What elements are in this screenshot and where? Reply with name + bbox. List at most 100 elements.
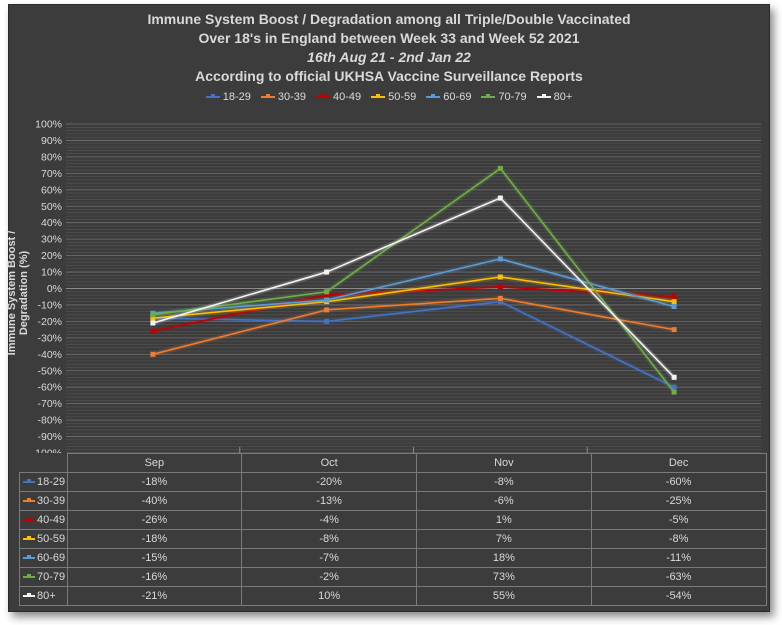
y-axis-label: Immune System Boost / Degradation (%) <box>6 230 30 356</box>
data-table: Sep Oct Nov Dec 18-29 -18% -20% -8% -60% 30-39 -40… <box>19 453 767 606</box>
y-tick-label: 40% <box>41 217 62 229</box>
table-row: 80+ -21% 10% 55% -54% <box>19 586 767 606</box>
data-point-s-4049 <box>324 292 330 298</box>
y-tick-label: 100% <box>35 119 62 131</box>
series-line-s-5059 <box>152 276 675 319</box>
data-point-s-80 <box>324 269 330 275</box>
legend-swatch <box>481 94 496 98</box>
legend-swatch <box>536 94 551 98</box>
table-cell: 55% <box>416 586 592 606</box>
legend-label: 70-79 <box>498 91 527 103</box>
data-point-s-4049 <box>150 328 156 334</box>
table-cell: -13% <box>241 491 417 511</box>
data-point-s-6069 <box>324 297 330 303</box>
data-point-s-6069 <box>497 256 503 262</box>
data-point-s-7079 <box>150 312 156 318</box>
data-point-s-7079 <box>324 289 330 295</box>
y-tick-label: 90% <box>41 135 62 147</box>
table-row: 30-39 -40% -13% -6% -25% <box>19 491 767 511</box>
data-point-s-1829 <box>497 299 503 305</box>
legend-item: 30-39 <box>260 91 307 103</box>
legend-swatch <box>205 94 220 98</box>
table-cell: -15% <box>66 548 243 568</box>
legend-item: 50-59 <box>371 91 416 103</box>
y-tick-label: -60% <box>37 382 62 394</box>
chart-legend: 18-29 30-39 40-49 50-59 60-69 70-79 80+ <box>9 91 769 103</box>
data-point-s-4049 <box>497 284 503 290</box>
data-point-s-1829 <box>671 384 677 390</box>
table-cell: 18% <box>416 548 592 568</box>
series-line-s-1829 <box>152 300 675 388</box>
table-cell: -60% <box>590 472 767 492</box>
legend-label: 60-69 <box>443 91 472 103</box>
y-tick-label: 50% <box>41 201 62 213</box>
y-tick-label: -50% <box>37 365 62 377</box>
table-cell: -20% <box>241 472 417 492</box>
data-point-s-80 <box>497 195 503 201</box>
table-legend-key <box>23 536 35 541</box>
data-point-s-3039 <box>324 307 330 313</box>
legend-item: 60-69 <box>426 91 471 103</box>
table-row-header: 30-39 <box>19 491 68 511</box>
y-tick-label: -30% <box>37 332 62 344</box>
y-tick-label: 30% <box>41 234 62 246</box>
table-cell: 10% <box>241 586 417 606</box>
x-category-label: Nov <box>416 453 592 473</box>
legend-swatch <box>260 94 275 98</box>
y-tick-label: -40% <box>37 349 62 361</box>
chart-title-line-4: According to official UKHSA Vaccine Surv… <box>195 68 583 84</box>
table-legend-key <box>23 498 35 503</box>
series-line-s-4049 <box>152 286 675 333</box>
chart-frame: Immune System Boost / Degradation among … <box>6 4 770 612</box>
y-tick-label: -10% <box>37 299 62 311</box>
legend-item: 70-79 <box>481 91 527 103</box>
y-tick-label: 20% <box>41 250 62 262</box>
table-cell: 1% <box>416 510 592 530</box>
table-row: 70-79 -16% -2% 73% -63% <box>19 567 767 587</box>
table-row-header: 80+ <box>19 586 68 606</box>
data-point-s-7079 <box>671 389 677 395</box>
table-row: 60-69 -15% -7% 18% -11% <box>19 548 767 568</box>
legend-swatch <box>426 94 441 98</box>
table-row-header: 18-29 <box>19 472 68 492</box>
table-cell: -18% <box>66 529 243 549</box>
table-cell: -5% <box>590 510 767 530</box>
table-cell: -54% <box>590 586 767 606</box>
table-row: 40-49 -26% -4% 1% -5% <box>19 510 767 530</box>
table-legend-key <box>23 517 35 522</box>
line-chart: 100% 90% 80% 70% 60% 50% 40% 30% 20% 10% 0% -10% -20… <box>32 119 761 453</box>
table-cell: -6% <box>416 491 592 511</box>
data-point-s-6069 <box>671 304 677 310</box>
table-cell: -7% <box>241 548 417 568</box>
x-category-label: Sep <box>66 453 243 473</box>
series-line-s-6069 <box>152 258 675 314</box>
chart-title-line-1: Immune System Boost / Degradation among … <box>147 11 631 27</box>
data-point-s-80 <box>671 374 677 380</box>
table-cell: -18% <box>66 472 243 492</box>
chart-title-line-2: Over 18's in England between Week 33 and… <box>198 30 580 46</box>
table-cell: 7% <box>416 529 592 549</box>
legend-label: 30-39 <box>277 91 307 103</box>
data-point-s-7079 <box>497 165 503 171</box>
table-cell: -11% <box>590 548 767 568</box>
data-point-s-5059 <box>497 274 503 280</box>
table-cell: -8% <box>241 529 417 549</box>
table-cell: -21% <box>66 586 243 606</box>
table-legend-key <box>23 574 35 579</box>
table-cell: -4% <box>241 510 417 530</box>
data-point-s-5059 <box>671 299 677 305</box>
y-tick-label: 70% <box>41 168 62 180</box>
data-point-s-3039 <box>150 351 156 357</box>
table-row: 18-29 -18% -20% -8% -60% <box>19 472 767 492</box>
table-cell: -25% <box>590 491 767 511</box>
data-point-s-1829 <box>324 318 330 324</box>
series-line-s-80 <box>152 197 675 378</box>
y-tick-label: -90% <box>37 431 62 443</box>
legend-swatch <box>371 94 386 98</box>
table-row-header: 40-49 <box>19 510 68 530</box>
y-tick-label: -80% <box>37 415 62 427</box>
legend-item: 18-29 <box>205 91 251 103</box>
table-corner <box>19 453 68 473</box>
table-row-header: 50-59 <box>19 529 68 549</box>
table-cell: -2% <box>241 567 417 587</box>
